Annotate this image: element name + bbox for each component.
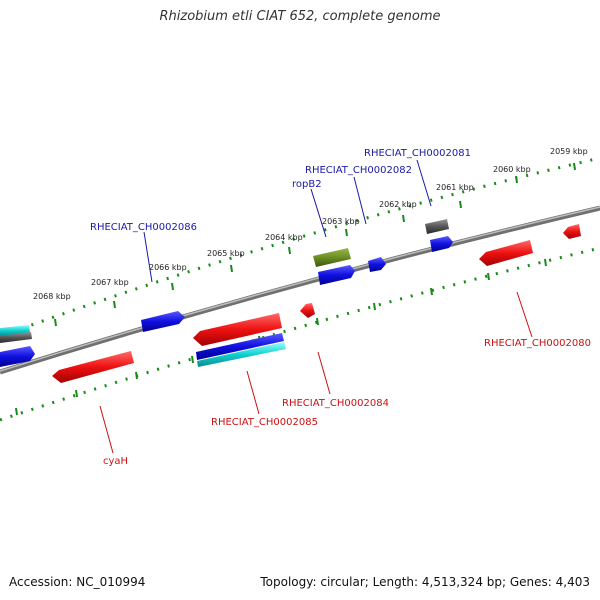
- reverse-genes: [52, 224, 581, 383]
- scale-label-2060: 2060 kbp: [493, 165, 531, 174]
- scale-label-2062: 2062 kbp: [379, 200, 417, 209]
- accession-text: Accession: NC_010994: [9, 575, 146, 589]
- gene-red-2065[interactable]: [193, 313, 282, 346]
- label-rheciat-ch0002080: RHECIAT_CH0002080: [484, 338, 591, 349]
- label-leaders: [99, 159, 533, 454]
- gene-blue-2062[interactable]: [368, 257, 386, 272]
- gene-blue-2061[interactable]: [430, 236, 453, 252]
- scale-label-2068: 2068 kbp: [33, 292, 71, 301]
- gene-red-2059[interactable]: [563, 224, 581, 239]
- scale-label-2064: 2064 kbp: [265, 233, 303, 242]
- gene-cyah[interactable]: [52, 351, 134, 383]
- scale-label-2061: 2061 kbp: [436, 183, 474, 192]
- gene-rheciat-ch0002086[interactable]: [141, 311, 185, 332]
- scale-label-2063: 2063 kbp: [322, 217, 360, 226]
- gene-rheciat-ch0002082[interactable]: [318, 265, 355, 285]
- label-rheciat-ch0002082: RHECIAT_CH0002082: [305, 165, 412, 176]
- gene-gray-left[interactable]: [0, 332, 32, 343]
- gene-blue-left[interactable]: [0, 346, 35, 367]
- label-rheciat-ch0002081: RHECIAT_CH0002081: [364, 148, 471, 159]
- label-cyah: cyaH: [103, 456, 128, 467]
- label-rheciat-ch0002086: RHECIAT_CH0002086: [90, 222, 197, 233]
- gene-ropb2[interactable]: [313, 248, 351, 267]
- genome-summary-text: Topology: circular; Length: 4,513,324 bp…: [260, 575, 590, 589]
- map-title: Rhizobium etli CIAT 652, complete genome: [159, 9, 441, 24]
- forward-genes: [0, 219, 453, 367]
- scale-label-2067: 2067 kbp: [91, 278, 129, 287]
- genome-backbone: [0, 205, 600, 375]
- outer-major-ticks: [54, 162, 576, 327]
- scale-labels: 2059 kbp 2060 kbp 2061 kbp 2062 kbp 2063…: [33, 147, 588, 301]
- inner-scale-ticks: [0, 246, 600, 422]
- label-rheciat-ch0002085: RHECIAT_CH0002085: [211, 417, 318, 428]
- gene-rheciat-ch0002085-cyan[interactable]: [197, 342, 286, 367]
- gene-rheciat-ch0002085-blue[interactable]: [196, 333, 284, 360]
- scale-label-2059: 2059 kbp: [550, 147, 588, 156]
- label-ropb2: ropB2: [292, 179, 322, 190]
- gene-rheciat-ch0002080[interactable]: [479, 240, 533, 266]
- scale-label-2066: 2066 kbp: [149, 263, 187, 272]
- gene-rheciat-ch0002084[interactable]: [300, 303, 315, 318]
- gene-labels: RHECIAT_CH0002081 RHECIAT_CH0002082 ropB…: [90, 148, 591, 467]
- label-rheciat-ch0002084: RHECIAT_CH0002084: [282, 398, 389, 409]
- scale-label-2065: 2065 kbp: [207, 249, 245, 258]
- gene-rheciat-ch0002081[interactable]: [425, 219, 449, 234]
